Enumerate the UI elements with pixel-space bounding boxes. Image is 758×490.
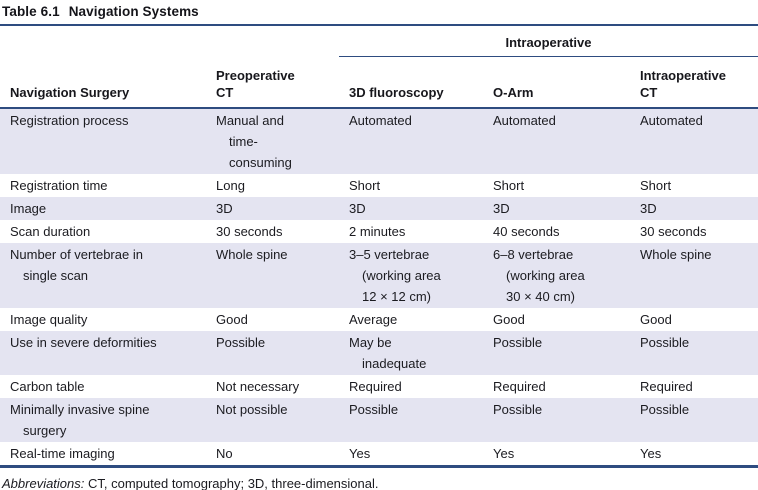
value-cell: Manual and time- consuming [216, 113, 292, 170]
value-cell: Automated [640, 113, 703, 128]
value-cell: Possible [493, 402, 543, 417]
table-row: Registration process Manual and time- con… [0, 108, 758, 174]
row-label-cell: Registration process [10, 113, 129, 128]
value-cell: 6–8 vertebrae (working area 30 × 40 cm) [493, 247, 585, 304]
table-row: Use in severe deformities Possible May be … [0, 331, 758, 375]
row-label-cell: Image quality [10, 312, 88, 327]
value-cell: Possible [216, 335, 266, 350]
value-cell: Short [493, 178, 525, 193]
value-cell: 2 minutes [349, 224, 406, 239]
table-row: Carbon table Not necessary Required Require… [0, 375, 758, 398]
value-cell: Not possible [216, 402, 288, 417]
row-label-cell: Registration time [10, 178, 108, 193]
value-cell: Possible [493, 335, 543, 350]
navigation-systems-table: Intraoperative Navigation Surgery Preope… [0, 26, 758, 465]
value-cell: 3D [349, 201, 366, 216]
table-title-text: Navigation Systems [68, 4, 199, 19]
value-cell: Good [493, 312, 525, 327]
table-row: Number of vertebrae in single scan Whole … [0, 243, 758, 308]
intraoperative-span-header: Intraoperative [339, 26, 758, 57]
value-cell: Good [640, 312, 672, 327]
column-header-navigation-surgery: Navigation Surgery [0, 56, 206, 109]
value-cell: Automated [493, 113, 556, 128]
footnote-label: Abbreviations: [2, 476, 85, 490]
value-cell: Yes [640, 446, 662, 461]
value-cell: Required [349, 379, 402, 394]
span-header-row: Intraoperative [0, 26, 758, 57]
table-row: Image quality Good Average Good Good [0, 308, 758, 331]
footnote-text: CT, computed tomography; 3D, three-dimen… [84, 476, 379, 490]
row-label-cell: Real-time imaging [10, 446, 115, 461]
value-cell: 30 seconds [216, 224, 283, 239]
row-label-cell: Carbon table [10, 379, 85, 394]
row-label-cell: Image [10, 201, 47, 216]
table-row: Image 3D 3D 3D 3D [0, 197, 758, 220]
column-header-intraoperative-ct: Intraoperative CT [630, 56, 758, 109]
value-cell: Short [349, 178, 381, 193]
value-cell: Possible [640, 335, 690, 350]
value-cell: Average [349, 312, 398, 327]
value-cell: Possible [349, 402, 399, 417]
value-cell: Whole spine [216, 247, 288, 262]
value-cell: 40 seconds [493, 224, 560, 239]
value-cell: 3D [493, 201, 510, 216]
value-cell: 3D [216, 201, 233, 216]
bottom-rule [0, 465, 758, 468]
value-cell: Automated [349, 113, 412, 128]
value-cell: Yes [349, 446, 371, 461]
table-row: Real-time imaging No Yes Yes Yes [0, 442, 758, 465]
value-cell: May be inadequate [349, 335, 427, 371]
column-header-3d-fluoroscopy: 3D fluoroscopy [339, 56, 483, 109]
table-row: Scan duration 30 seconds 2 minutes 40 secon… [0, 220, 758, 243]
value-cell: Good [216, 312, 248, 327]
column-header-row: Navigation Surgery Preoperative CT 3D fl… [0, 56, 758, 109]
value-cell: Not necessary [216, 379, 300, 394]
table-body: Registration process Manual and time- con… [0, 108, 758, 465]
value-cell: Short [640, 178, 672, 193]
table-title: Table 6.1 Navigation Systems [0, 0, 758, 24]
column-header-o-arm: O-Arm [483, 56, 630, 109]
value-cell: Long [216, 178, 245, 193]
value-cell: Required [640, 379, 693, 394]
value-cell: 3–5 vertebrae (working area 12 × 12 cm) [349, 247, 441, 304]
span-header-spacer [0, 26, 339, 57]
row-label-cell: Number of vertebrae in single scan [10, 247, 143, 283]
title-rule [0, 24, 758, 26]
value-cell: Whole spine [640, 247, 712, 262]
value-cell: Possible [640, 402, 690, 417]
value-cell: 3D [640, 201, 657, 216]
value-cell: No [216, 446, 233, 461]
row-label-cell: Scan duration [10, 224, 91, 239]
row-label-cell: Minimally invasive spine surgery [10, 402, 150, 438]
value-cell: 30 seconds [640, 224, 707, 239]
table-row: Registration time Long Short Short Short [0, 174, 758, 197]
footnote: Abbreviations: CT, computed tomography; … [0, 468, 758, 490]
table-number: Table 6.1 [2, 4, 60, 19]
table-row: Minimally invasive spine surgery Not poss… [0, 398, 758, 442]
column-header-preoperative-ct: Preoperative CT [206, 56, 339, 109]
row-label-cell: Use in severe deformities [10, 335, 157, 350]
value-cell: Yes [493, 446, 515, 461]
value-cell: Required [493, 379, 546, 394]
